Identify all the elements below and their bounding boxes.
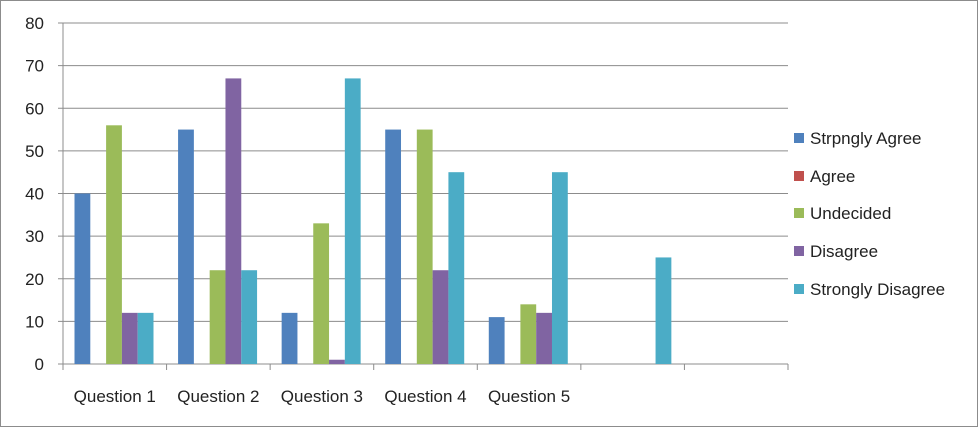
bar xyxy=(137,312,154,364)
legend-swatch xyxy=(794,284,804,294)
y-tick-label: 50 xyxy=(25,142,44,161)
bar xyxy=(551,172,568,364)
y-tick-label: 60 xyxy=(25,99,44,118)
legend-label: Undecided xyxy=(810,204,892,223)
bar xyxy=(655,257,672,364)
y-tick-label: 30 xyxy=(25,227,44,246)
bar xyxy=(209,270,226,364)
x-tick-label: Question 1 xyxy=(74,387,156,406)
bar xyxy=(241,270,258,364)
bar xyxy=(416,129,433,364)
bar xyxy=(385,129,402,364)
bar xyxy=(281,312,298,364)
bar xyxy=(536,312,552,364)
bar xyxy=(106,125,122,364)
bar xyxy=(488,317,505,364)
bar xyxy=(225,78,242,364)
bar xyxy=(344,78,361,364)
y-tick-label: 10 xyxy=(25,312,44,331)
legend-swatch xyxy=(794,171,804,181)
y-tick-label: 0 xyxy=(35,355,44,374)
bar xyxy=(178,129,194,364)
bar xyxy=(74,193,91,364)
legend-label: Agree xyxy=(810,167,856,186)
legend-swatch xyxy=(794,133,804,143)
y-tick-label: 70 xyxy=(25,57,44,76)
bar xyxy=(121,312,138,364)
legend-label: Strpngly Agree xyxy=(810,129,922,148)
legend-label: Strongly Disagree xyxy=(810,280,946,299)
bar xyxy=(520,304,537,364)
x-tick-label: Question 4 xyxy=(384,387,466,406)
bar xyxy=(329,359,345,364)
bar xyxy=(432,270,449,364)
legend-label: Disagree xyxy=(810,242,879,261)
bar xyxy=(313,223,330,364)
y-tick-label: 20 xyxy=(25,270,44,289)
legend-swatch xyxy=(794,246,804,256)
x-tick-label: Question 5 xyxy=(488,387,570,406)
legend-swatch xyxy=(794,208,804,218)
y-tick-label: 80 xyxy=(25,14,44,33)
x-tick-label: Question 3 xyxy=(281,387,363,406)
y-tick-label: 40 xyxy=(25,185,44,204)
bar xyxy=(448,172,465,364)
x-tick-label: Question 2 xyxy=(177,387,259,406)
